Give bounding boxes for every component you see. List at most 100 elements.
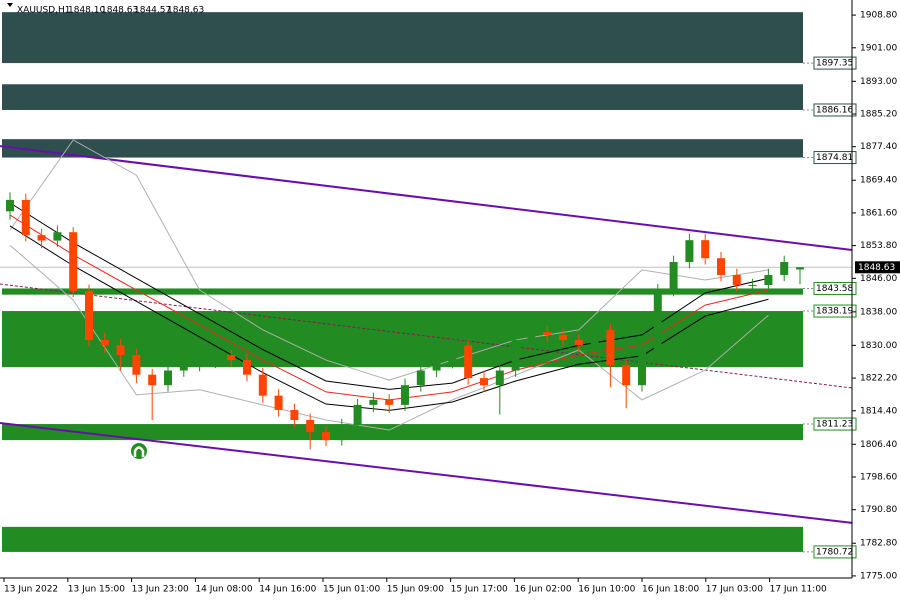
candle-body: [164, 370, 172, 386]
candle-body: [685, 240, 694, 262]
x-tick-label: 13 Jun 2022: [4, 585, 58, 595]
candle-body: [6, 199, 14, 212]
candle-body: [416, 370, 425, 386]
zone-label-box: [813, 304, 857, 318]
candle-body: [227, 355, 236, 361]
y-tick-label: 1814.40: [860, 406, 897, 416]
candle-body: [796, 267, 804, 270]
buy-arrow: [131, 443, 147, 459]
y-tick-label: 1877.40: [860, 142, 897, 152]
candle-body: [669, 261, 678, 291]
candle-body: [559, 334, 567, 340]
y-tick-label: 1798.60: [860, 472, 897, 482]
zone-label: 1811.23: [816, 420, 853, 430]
y-tick-label: 1790.80: [860, 505, 897, 515]
zone-label: 1843.58: [816, 284, 853, 294]
y-tick-label: 1853.80: [860, 241, 897, 251]
candle-body: [717, 258, 725, 275]
x-tick-label: 13 Jun 23:00: [132, 585, 189, 595]
current-price-box: [855, 261, 900, 274]
y-tick-label: 1885.20: [860, 110, 897, 120]
channel-line: [0, 145, 853, 252]
candle-body: [243, 360, 251, 375]
zone-label-box: [813, 545, 857, 559]
x-tick-label: 17 Jun 11:00: [770, 585, 827, 595]
candle-body: [21, 199, 30, 236]
candle-body: [764, 274, 773, 286]
candle-body: [258, 374, 267, 396]
x-tick-label: 17 Jun 03:00: [706, 585, 763, 595]
channel-line: [0, 283, 853, 389]
x-tick-label: 16 Jun 10:00: [578, 585, 635, 595]
y-tick-label: 1901.00: [860, 43, 897, 53]
zone: [2, 84, 803, 110]
header-value: 1848.10: [68, 6, 105, 16]
header-value: 1848.63: [101, 6, 138, 16]
zone-label: 1874.81: [816, 153, 853, 163]
candle-body: [369, 399, 378, 405]
candle-body: [495, 370, 504, 386]
zone: [2, 424, 803, 441]
candle-body: [590, 329, 599, 346]
candle-body: [274, 395, 283, 410]
candle-body: [448, 345, 457, 363]
indicator-line: [9, 139, 769, 381]
candle-body: [132, 355, 141, 375]
zone-label-box: [813, 56, 857, 70]
candle-body: [748, 285, 757, 287]
y-tick-label: 1838.00: [860, 307, 897, 317]
zone-label: 1886.16: [816, 105, 853, 115]
candle-body: [385, 399, 394, 405]
candle-body: [432, 362, 441, 371]
candle-body: [606, 329, 615, 366]
zone-label: 1780.72: [816, 547, 853, 557]
x-tick-label: 14 Jun 08:00: [195, 585, 252, 595]
candle-body: [100, 339, 109, 346]
x-tick-label: 13 Jun 15:00: [68, 585, 125, 595]
y-tick-label: 1806.40: [860, 440, 897, 450]
x-tick-label: 15 Jun 01:00: [323, 585, 380, 595]
zone: [2, 526, 803, 552]
y-tick-label: 1830.00: [860, 341, 897, 351]
zone: [2, 139, 803, 158]
zone-label-box: [813, 151, 857, 165]
candle-body: [306, 419, 315, 433]
candle-body: [148, 374, 157, 386]
candle-body: [195, 362, 204, 366]
y-tick-label: 1908.80: [860, 11, 897, 21]
candle-body: [322, 432, 330, 441]
x-tick-label: 16 Jun 02:00: [514, 585, 571, 595]
zone: [2, 12, 803, 64]
y-tick-label: 1822.20: [860, 374, 897, 384]
candle-body: [574, 339, 583, 346]
candle-body: [353, 404, 362, 426]
x-tick-label: 16 Jun 18:00: [642, 585, 699, 595]
header-value: 1844.57: [134, 6, 171, 16]
symbol: XAUUSD,H1: [17, 6, 71, 16]
menu-arrow[interactable]: [7, 3, 13, 7]
zone-label-box: [813, 103, 857, 117]
y-tick-label: 1869.40: [860, 176, 897, 186]
channel-line: [0, 421, 853, 524]
candle-body: [211, 355, 220, 363]
candle-body: [116, 345, 125, 356]
zone-label-box: [813, 281, 857, 295]
candle-body: [780, 261, 789, 275]
candle-body: [511, 339, 520, 371]
indicator-line: [9, 202, 769, 390]
candle-body: [701, 240, 710, 259]
candle-body: [337, 425, 346, 441]
candle-body: [290, 409, 299, 420]
x-tick-label: 14 Jun 16:00: [259, 585, 316, 595]
zone-label: 1897.35: [816, 59, 853, 69]
y-tick-label: 1846.00: [860, 274, 897, 284]
zone: [2, 288, 803, 295]
candle-body: [37, 235, 46, 241]
y-tick-label: 1893.00: [860, 77, 897, 87]
candle-body: [527, 331, 536, 340]
x-tick-label: 15 Jun 09:00: [387, 585, 444, 595]
candle-body: [638, 349, 646, 386]
indicator-line: [9, 244, 769, 431]
current-price-label: 1848.63: [858, 263, 895, 273]
